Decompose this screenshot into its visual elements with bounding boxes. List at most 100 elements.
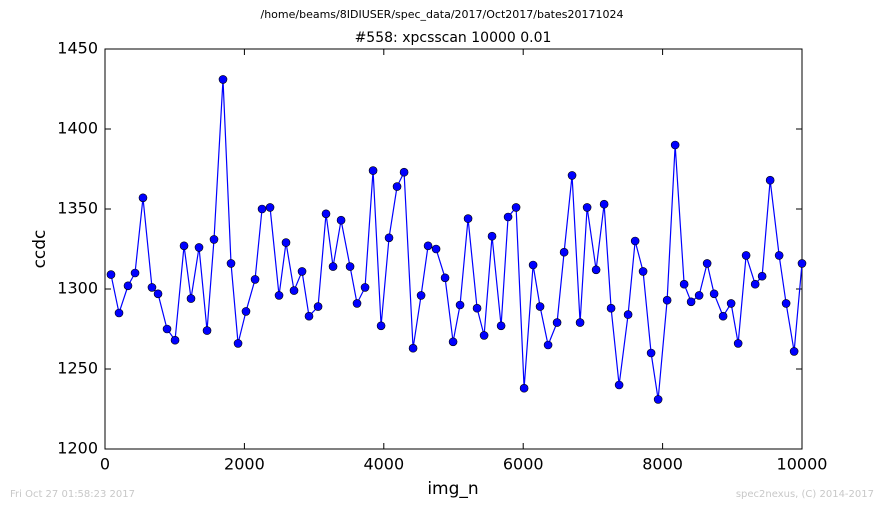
data-point (582, 203, 592, 212)
y-tick-label: 1300 (57, 279, 98, 298)
x-tick-label: 0 (100, 455, 110, 474)
data-point (274, 291, 284, 300)
data-point (503, 212, 513, 222)
data-point (679, 279, 689, 289)
data-point (567, 171, 577, 180)
data-point (399, 167, 409, 177)
x-tick-label: 4000 (363, 455, 404, 474)
data-point (392, 182, 402, 191)
data-point (591, 265, 601, 275)
data-point (733, 339, 743, 348)
chart-title: #558: xpcsscan 10000 0.01 (355, 30, 552, 46)
data-point (313, 302, 323, 311)
data-point (241, 307, 251, 316)
y-axis-label: ccdc (30, 230, 50, 269)
data-point (797, 259, 807, 268)
data-point (630, 236, 640, 246)
data-point (265, 203, 275, 212)
data-point (186, 294, 196, 303)
data-point (345, 262, 355, 271)
data-point (170, 335, 180, 345)
data-point (368, 166, 378, 175)
data-point (408, 343, 418, 353)
data-point (606, 303, 616, 313)
data-point (281, 238, 291, 247)
data-point (757, 271, 767, 281)
data-point (209, 235, 219, 244)
data-point (416, 291, 426, 300)
y-tick-label: 1250 (57, 359, 98, 378)
data-point (552, 318, 562, 327)
data-line (110, 79, 803, 400)
data-point (336, 215, 346, 225)
data-point (781, 299, 791, 308)
data-point (472, 303, 482, 313)
y-tick-label: 1200 (57, 439, 98, 458)
credit: spec2nexus, (C) 2014-2017 (736, 489, 874, 500)
y-tick-label: 1350 (57, 199, 98, 218)
data-point (646, 348, 656, 358)
data-point (519, 383, 529, 393)
data-point (487, 231, 497, 241)
data-point (384, 233, 394, 243)
data-point (543, 340, 553, 350)
data-point (702, 259, 712, 268)
data-point (496, 321, 506, 331)
data-point (709, 289, 719, 299)
data-point (774, 251, 784, 260)
data-point (218, 75, 228, 84)
data-point (123, 281, 133, 291)
data-point (511, 203, 521, 212)
data-point (528, 260, 538, 270)
data-point (297, 267, 307, 276)
data-point (106, 270, 116, 279)
timestamp: Fri Oct 27 01:58:23 2017 (10, 489, 135, 500)
data-point (599, 199, 609, 209)
data-point (138, 193, 148, 203)
data-point (559, 247, 569, 257)
plot-frame (104, 48, 803, 450)
data-point (789, 347, 799, 356)
x-tick-label: 6000 (503, 455, 544, 474)
data-point (686, 297, 696, 307)
data-point (202, 326, 212, 335)
data-point (179, 241, 189, 251)
data-point (194, 243, 204, 252)
data-point (257, 204, 267, 214)
data-point (328, 262, 338, 271)
data-point (360, 283, 370, 292)
data-point (765, 175, 775, 185)
data-point (352, 299, 362, 308)
data-point (304, 311, 314, 321)
data-point (741, 251, 751, 260)
data-point (114, 308, 124, 318)
data-point (638, 267, 648, 276)
x-axis-label: img_n (427, 479, 478, 499)
data-point (463, 214, 473, 223)
data-point (321, 209, 331, 219)
data-point (670, 140, 680, 150)
data-point (718, 311, 728, 321)
data-point (153, 289, 163, 299)
data-point (614, 380, 624, 390)
data-point (726, 299, 736, 308)
data-point (250, 275, 260, 284)
data-point (479, 331, 489, 340)
data-point (662, 295, 672, 305)
data-point (289, 286, 299, 295)
data-point (162, 324, 172, 334)
x-tick-label: 8000 (642, 455, 683, 474)
data-point (147, 283, 157, 292)
data-point (694, 291, 704, 300)
data-point (233, 339, 243, 348)
data-point (440, 273, 450, 283)
data-point (575, 318, 585, 327)
x-tick-label: 10000 (777, 455, 828, 474)
data-point (653, 395, 663, 404)
y-tick-label: 1400 (57, 119, 98, 138)
data-point (455, 300, 465, 310)
data-point (750, 279, 760, 289)
data-point (431, 244, 441, 254)
